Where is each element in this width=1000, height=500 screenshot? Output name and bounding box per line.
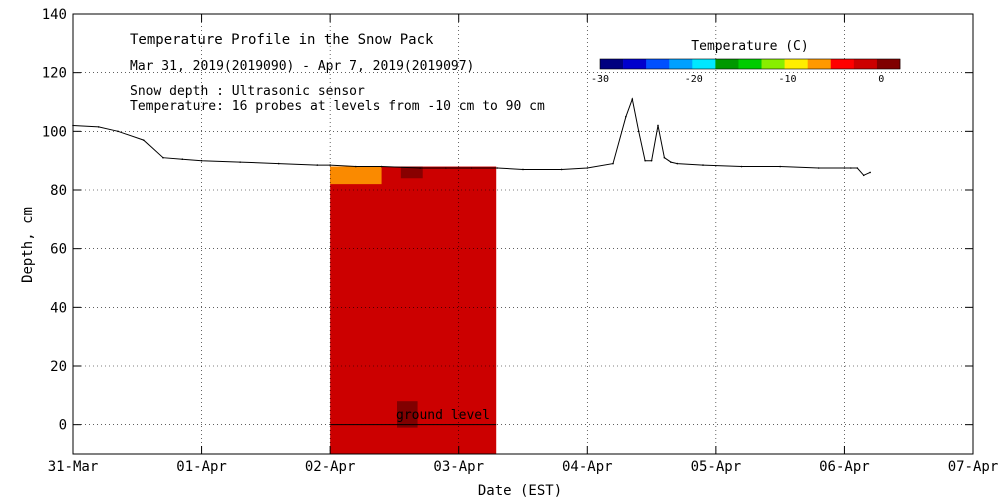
depth-point <box>779 165 781 168</box>
colorbar-cell <box>600 59 624 69</box>
colorbar-tick-label: 0 <box>878 74 884 85</box>
depth-point <box>380 165 383 168</box>
depth-point <box>522 168 524 171</box>
depth-point <box>670 161 672 163</box>
y-tick-label: 20 <box>50 359 67 375</box>
colorbar-label: Temperature (C) <box>691 39 808 54</box>
y-tick-label: 120 <box>42 66 67 82</box>
depth-point <box>316 164 319 166</box>
axis-ticks: 0 20 40 60 80 100 120 140 31-Mar 01-Apr 02-Apr 03-A… <box>42 7 999 475</box>
depth-point <box>355 165 357 168</box>
depth-point <box>612 162 614 165</box>
colorbar-legend: Temperature (C) -30 -20 -10 0 <box>591 39 901 85</box>
colorbar-cell <box>876 59 901 69</box>
depth-point <box>702 164 704 166</box>
x-tick-label: 07-Apr <box>948 459 999 475</box>
depth-point <box>419 167 421 169</box>
ground-level-label: ground level <box>396 408 490 423</box>
depth-point <box>560 168 563 171</box>
depth-point <box>470 167 473 169</box>
colorbar-cell <box>853 59 878 69</box>
x-axis-label: Date (EST) <box>478 483 562 499</box>
x-tick-label: 01-Apr <box>176 459 227 475</box>
colorbar-cell <box>623 59 647 69</box>
gridlines <box>73 14 973 454</box>
y-tick-label: 60 <box>50 242 67 258</box>
y-axis-label: Depth, cm <box>20 207 36 283</box>
depth-point <box>200 159 203 162</box>
colorbar-cell <box>784 59 808 69</box>
colorbar-cell <box>715 59 739 69</box>
x-tick-label: 31-Mar <box>48 459 99 475</box>
temperature-near-surface-cold <box>330 166 382 185</box>
depth-point <box>625 115 627 118</box>
depth-point <box>856 167 859 169</box>
depth-point <box>445 167 447 169</box>
depth-point <box>862 174 865 177</box>
note-temperature: Temperature: 16 probes at levels from -1… <box>130 99 545 114</box>
y-tick-label: 80 <box>50 183 67 199</box>
x-tick-label: 06-Apr <box>819 459 870 475</box>
depth-point <box>631 98 634 100</box>
depth-point <box>142 139 145 141</box>
depth-point <box>676 162 679 165</box>
chart-title: Temperature Profile in the Snow Pack <box>130 32 434 48</box>
x-tick-label: 05-Apr <box>691 459 742 475</box>
depth-point <box>663 156 666 159</box>
x-tick-label: 04-Apr <box>562 459 613 475</box>
colorbar-tick-label: -30 <box>591 74 609 85</box>
depth-point <box>644 159 646 162</box>
temperature-warm-patch-surface <box>400 166 423 179</box>
x-tick-label: 03-Apr <box>433 459 484 475</box>
depth-point <box>162 156 164 159</box>
depth-point <box>850 167 852 169</box>
colorbar-frame <box>599 58 901 70</box>
chart-subtitle: Mar 31, 2019(2019090) - Apr 7, 2019(2019… <box>130 59 474 74</box>
depth-point <box>586 167 589 169</box>
depth-point <box>329 164 331 166</box>
colorbar-cell <box>830 59 855 69</box>
depth-point <box>869 171 871 174</box>
colorbar-tick-label: -10 <box>778 74 796 85</box>
colorbar-cell <box>738 59 762 69</box>
depth-point <box>637 130 640 133</box>
colorbar-cell <box>646 59 670 69</box>
x-tick-label: 02-Apr <box>305 459 356 475</box>
depth-point <box>817 167 820 169</box>
y-tick-label: 140 <box>42 7 67 23</box>
depth-point <box>97 126 100 128</box>
colorbar-cell <box>807 59 832 69</box>
y-tick-label: 40 <box>50 300 67 316</box>
depth-point <box>843 167 846 169</box>
y-tick-label: 0 <box>59 418 67 434</box>
temperature-field <box>330 166 497 455</box>
note-snow-depth: Snow depth : Ultrasonic sensor <box>130 84 365 99</box>
depth-point <box>239 161 241 163</box>
colorbar-tick-label: -20 <box>685 74 703 85</box>
plot-frame <box>72 13 974 455</box>
temperature-warm-patch-ground <box>397 401 418 428</box>
colorbar-cell <box>692 59 716 69</box>
depth-point <box>117 130 119 133</box>
depth-point <box>650 159 653 162</box>
depth-point <box>181 158 184 160</box>
depth-point <box>740 165 743 168</box>
y-tick-label: 100 <box>42 124 67 140</box>
colorbar-cell <box>669 59 693 69</box>
depth-point <box>277 162 280 165</box>
colorbar-cell <box>761 59 785 69</box>
depth-point <box>657 124 659 127</box>
depth-point <box>496 167 499 169</box>
